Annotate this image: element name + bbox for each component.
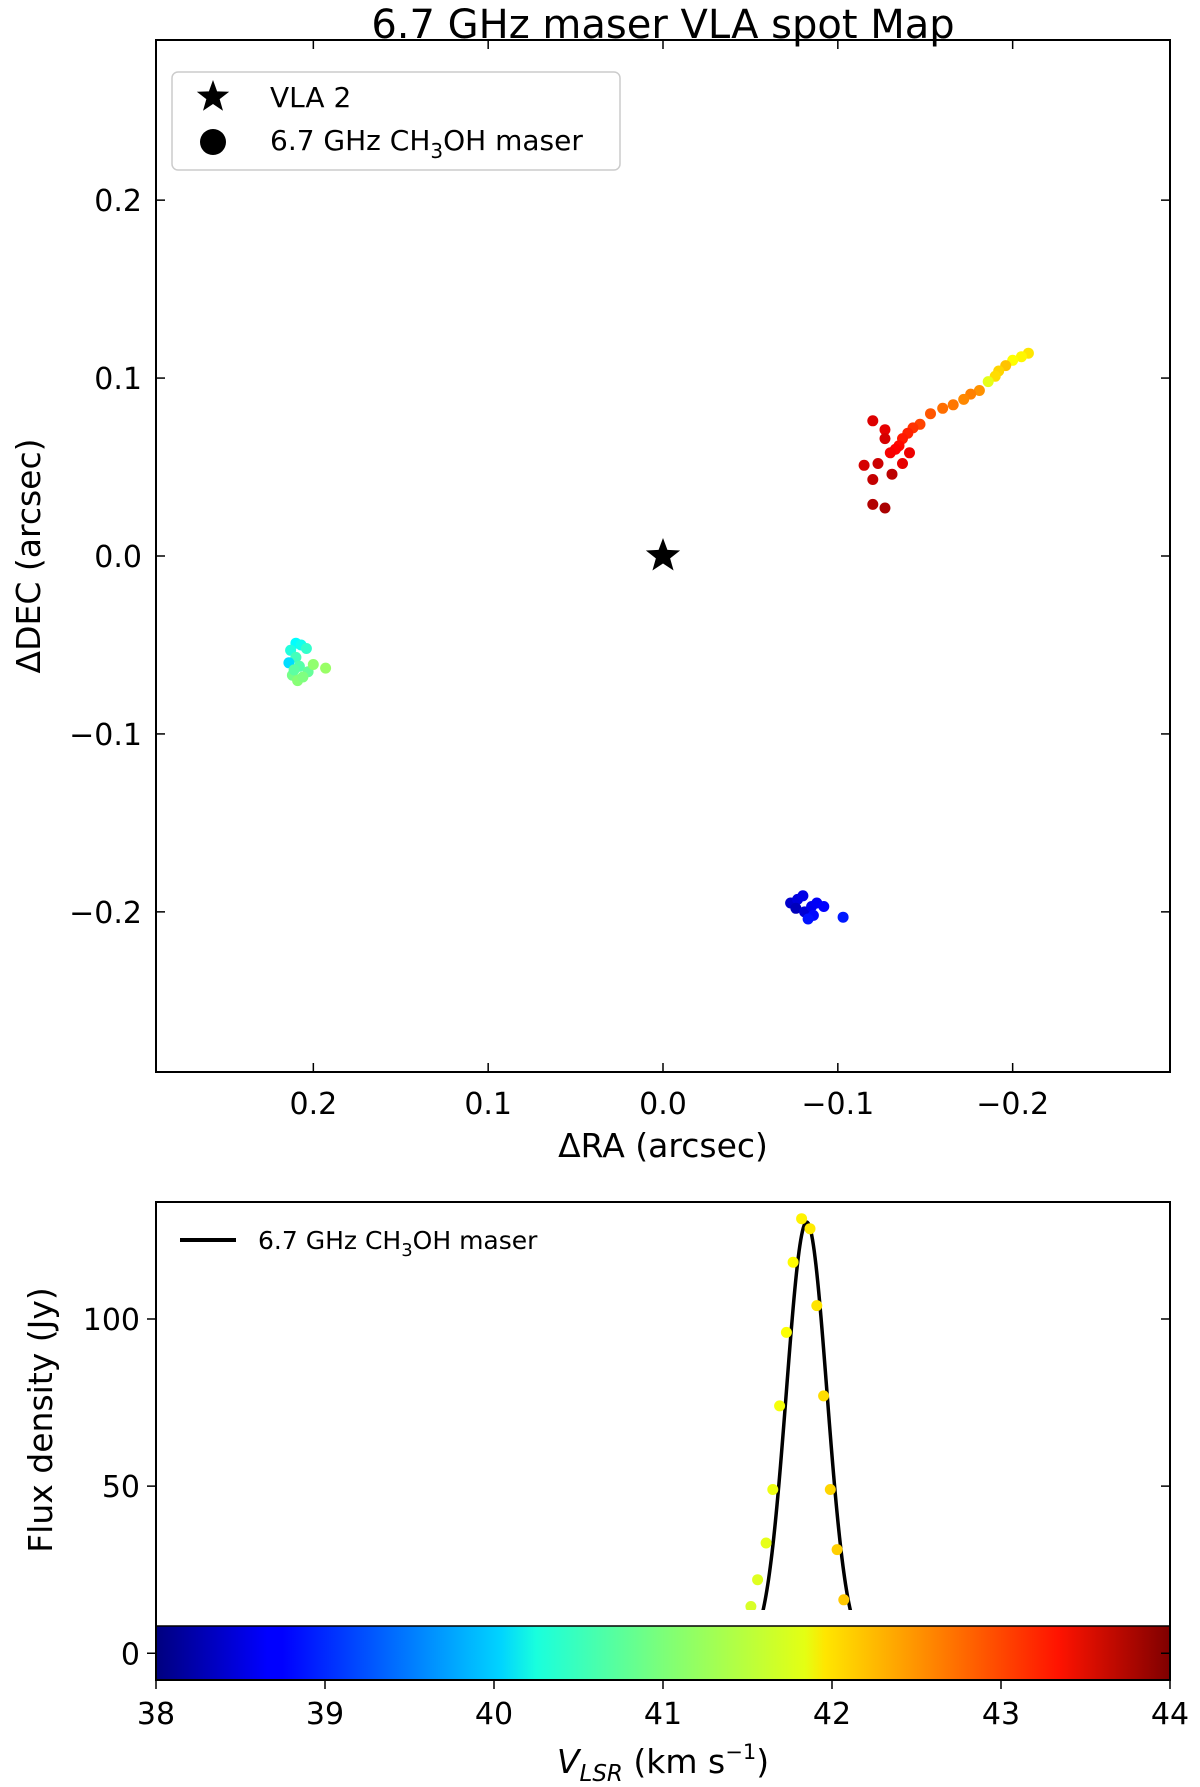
maser-spot: [897, 458, 908, 469]
spectrum-legend-tail: OH maser: [413, 1226, 539, 1255]
y-tick-label: 0.2: [94, 184, 142, 219]
spectrum-axes: 38 39 40 41 42 43 44 0 50 100: [83, 1303, 1189, 1732]
spectrum-x-tick-label: 44: [1151, 1697, 1189, 1732]
maser-spot: [937, 402, 949, 414]
spectrum-legend-sub: 3: [401, 1240, 412, 1261]
y-axis-label: ΔDEC (arcsec): [9, 439, 48, 674]
maser-spot: [947, 399, 959, 411]
spectrum-channel-point: [811, 1300, 823, 1312]
maser-spot: [982, 376, 994, 388]
spectrum-x-tick-label: 38: [137, 1697, 175, 1732]
maser-spot: [879, 502, 891, 514]
maser-spot: [879, 433, 891, 445]
spectrum-frame: [155, 1201, 1171, 1681]
spectrum-x-tick-label: 39: [306, 1697, 344, 1732]
y-tick-label: −0.1: [69, 718, 142, 753]
spectrum-channel-point: [787, 1256, 799, 1268]
y-tick-label: −0.2: [69, 896, 142, 931]
x-tick-label: 0.2: [289, 1087, 337, 1122]
spectrum-line: [761, 1220, 853, 1610]
colorbar: [155, 1625, 1171, 1681]
spectrum-legend-main: 6.7 GHz CH: [258, 1226, 401, 1255]
maser-spot: [320, 662, 332, 674]
spectrum-channel-point: [767, 1484, 779, 1495]
maser-spot: [802, 913, 814, 925]
spot-map-legend: VLA 2 6.7 GHz CH3OH maser: [171, 71, 621, 171]
spectrum-channel-point: [818, 1390, 830, 1402]
maser-spot: [300, 643, 312, 654]
xlabel-lsr: LSR: [580, 1761, 623, 1787]
spectrum-channel-point: [760, 1537, 772, 1549]
maser-spot: [837, 911, 849, 923]
legend-label-maser: 6.7 GHz CH3OH maser: [270, 124, 583, 163]
maser-spot: [958, 393, 970, 405]
spectrum-channel-point: [804, 1223, 816, 1235]
spectrum-x-tick-label: 43: [982, 1697, 1020, 1732]
spectrum-channel-point: [796, 1213, 808, 1225]
legend-circle-marker: [200, 129, 226, 155]
xlabel-exponent: −1: [725, 1740, 756, 1764]
maser-spot: [886, 468, 898, 480]
maser-spot: [904, 447, 915, 459]
spectrum-channel-point: [838, 1594, 850, 1606]
xlabel-units: (km s: [623, 1742, 725, 1781]
legend-box: [171, 71, 621, 171]
spectrum-x-axis-label: VLSR (km s−1): [557, 1740, 769, 1787]
maser-spot: [867, 498, 879, 510]
maser-spot: [288, 664, 300, 676]
maser-spot: [884, 447, 896, 459]
maser-spot: [858, 459, 870, 471]
spectrum-y-tick-label: 50: [102, 1470, 140, 1505]
xlabel-close: ): [756, 1742, 769, 1781]
spectrum-channel-point: [745, 1601, 757, 1610]
spectrum-channel-point: [831, 1544, 843, 1556]
legend-label-maser-sub: 3: [430, 139, 443, 163]
x-tick-label: 0.0: [639, 1087, 687, 1122]
x-tick-label: −0.2: [976, 1087, 1049, 1122]
spectrum-channel-point: [824, 1484, 836, 1495]
maser-spot: [297, 671, 309, 683]
y-tick-label: 0.1: [94, 362, 142, 397]
maser-spot: [790, 902, 802, 914]
legend-star-marker: [196, 80, 230, 111]
maser-spot: [307, 659, 319, 670]
maser-spot: [867, 415, 879, 427]
spectrum-plot-area: [745, 1213, 853, 1610]
maser-spot: [797, 890, 809, 902]
legend-label-maser-main: 6.7 GHz CH: [270, 124, 430, 157]
vla2-star: [645, 538, 681, 571]
spot-map-axes: 0.2 0.1 0.0 −0.1 −0.2 0.2 0.1 0.0 −0.1 −0.2: [69, 40, 1170, 1122]
spectrum-x-tick-label: 42: [813, 1697, 851, 1732]
spectrum-x-tick-label: 40: [475, 1697, 513, 1732]
xlabel-v: V: [557, 1742, 582, 1781]
spectrum-y-tick-label: 100: [83, 1303, 140, 1338]
maser-spot: [1015, 351, 1027, 363]
spectrum-legend-label: 6.7 GHz CH3OH maser: [258, 1226, 538, 1261]
maser-spot: [867, 474, 879, 485]
spectrum-channel-point: [780, 1326, 792, 1338]
spectrum-y-tick-label: 0: [121, 1637, 140, 1672]
legend-label-maser-tail: OH maser: [443, 124, 583, 157]
spectrum-x-tick-label: 41: [644, 1697, 682, 1732]
legend-label-vla2: VLA 2: [270, 81, 351, 114]
spectrum-y-axis-label: Flux density (Jy): [21, 1287, 60, 1553]
maser-spot: [925, 408, 936, 420]
x-tick-label: 0.1: [464, 1087, 512, 1122]
maser-spot: [973, 385, 985, 396]
maser-spot: [872, 458, 884, 469]
x-tick-label: −0.1: [801, 1087, 874, 1122]
spectrum-channel-point: [752, 1574, 764, 1586]
maser-spot: [879, 424, 891, 436]
y-tick-label: 0.0: [94, 540, 142, 575]
spectrum-legend: 6.7 GHz CH3OH maser: [180, 1226, 538, 1261]
spot-map-plot-area: [283, 347, 1034, 925]
spectrum-channel-point: [774, 1400, 786, 1412]
maser-spot: [818, 901, 830, 912]
x-axis-label: ΔRA (arcsec): [558, 1126, 768, 1165]
